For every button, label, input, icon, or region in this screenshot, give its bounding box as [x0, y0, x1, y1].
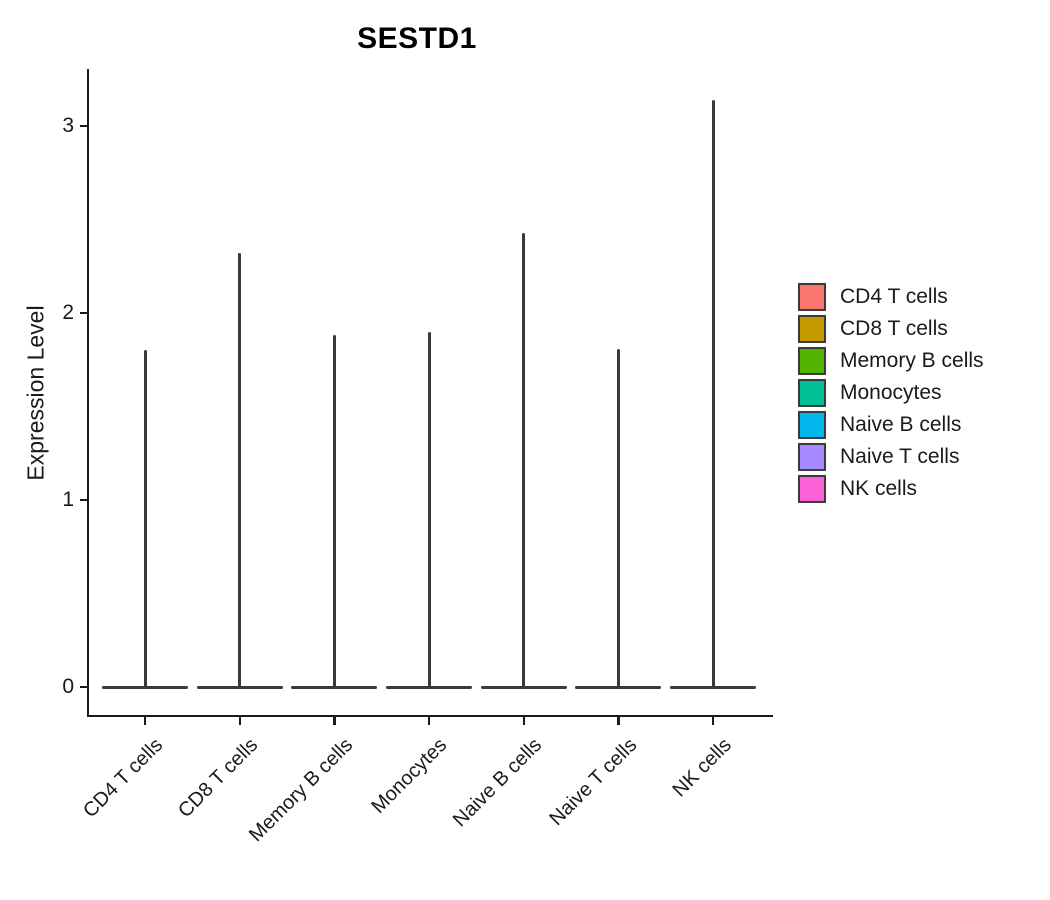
legend-swatch-icon — [798, 411, 826, 439]
violin-base — [102, 685, 188, 689]
legend-item-label: Monocytes — [840, 381, 942, 404]
plot-title: SESTD1 — [357, 22, 477, 55]
x-axis-tick-label: CD4 T cells — [79, 734, 168, 823]
x-axis-tick — [238, 717, 241, 725]
legend-item: NK cells — [798, 473, 984, 505]
y-axis-tick-label: 0 — [62, 675, 74, 698]
y-axis-tick — [80, 686, 88, 689]
x-axis-tick — [522, 717, 525, 725]
x-axis-tick — [333, 717, 336, 725]
y-axis-line — [87, 69, 90, 717]
legend-swatch-icon — [798, 443, 826, 471]
violin-base — [480, 685, 567, 689]
x-axis-line — [87, 715, 773, 718]
violin-spike — [522, 232, 526, 689]
y-axis-title: Expression Level — [22, 305, 49, 481]
x-axis-tick — [617, 717, 620, 725]
violin-base — [196, 685, 283, 689]
violin-spike — [143, 350, 147, 689]
legend-swatch-icon — [798, 475, 826, 503]
legend-item: Naive B cells — [798, 409, 984, 441]
legend-item: Monocytes — [798, 377, 984, 409]
x-axis-tick-label: Naive T cells — [544, 734, 641, 830]
legend-item: CD4 T cells — [798, 281, 984, 313]
x-axis-tick-label: Monocytes — [367, 734, 452, 818]
violin-spike — [332, 335, 336, 689]
legend-item-label: NK cells — [840, 477, 918, 500]
legend-item: CD8 T cells — [798, 313, 984, 345]
x-axis-tick-label: Naive B cells — [448, 734, 547, 832]
legend-item-label: Naive T cells — [840, 445, 960, 468]
legend-item-label: CD8 T cells — [840, 317, 948, 340]
legend: CD4 T cells CD8 T cells Memory B cells Mono… — [798, 281, 984, 505]
violin-base — [386, 685, 472, 689]
violin-spike — [616, 348, 620, 689]
y-axis-tick-label: 2 — [62, 301, 74, 324]
violin-base — [575, 685, 662, 689]
y-axis-tick — [80, 499, 88, 502]
y-axis-tick-label: 1 — [62, 488, 74, 511]
y-axis-tick-label: 3 — [62, 114, 74, 137]
legend-swatch-icon — [798, 315, 826, 343]
violin-base — [291, 685, 378, 689]
legend-item-label: Memory B cells — [840, 349, 984, 372]
legend-swatch-icon — [798, 347, 826, 375]
violin-spike — [238, 253, 242, 689]
y-axis-tick — [80, 125, 88, 128]
legend-item-label: Naive B cells — [840, 413, 962, 436]
violin-spike — [427, 331, 431, 689]
legend-item: Memory B cells — [798, 345, 984, 377]
x-axis-tick — [144, 717, 147, 725]
x-axis-tick-label: NK cells — [668, 734, 736, 802]
legend-swatch-icon — [798, 283, 826, 311]
legend-swatch-icon — [798, 379, 826, 407]
y-axis-tick — [80, 312, 88, 315]
violin-base — [670, 685, 757, 689]
x-axis-tick — [428, 717, 431, 725]
x-axis-tick — [712, 717, 715, 725]
x-axis-tick-label: CD8 T cells — [174, 734, 263, 823]
violin-spike — [711, 99, 715, 689]
legend-item-label: CD4 T cells — [840, 285, 948, 308]
legend-item: Naive T cells — [798, 441, 984, 473]
